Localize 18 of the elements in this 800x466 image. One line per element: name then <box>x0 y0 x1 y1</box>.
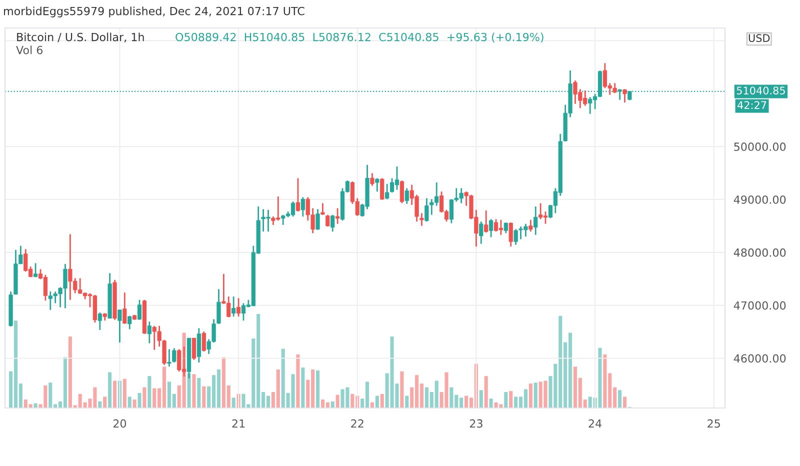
text: USD <box>748 34 770 42</box>
chart-subtitle: O50889.42 H51040.85 L50876.12 C51040.85 +95.63 (+0.19%) <box>176 32 544 43</box>
x-tick-label: 25 <box>708 419 720 428</box>
y-tick-label: 48000.00 <box>734 248 786 257</box>
x-tick-label: 23 <box>470 419 482 428</box>
y-tick-label: 50000.00 <box>734 142 786 151</box>
x-tick-label: 20 <box>113 419 126 428</box>
x-tick-label: 24 <box>588 419 602 428</box>
y-tick-label: 49000.00 <box>734 195 786 204</box>
y-tick-label: 47000.00 <box>734 301 786 310</box>
ref-line-label: 51040.85 <box>736 86 785 94</box>
text: 42:27 <box>738 101 766 109</box>
x-tick-label: 21 <box>232 419 245 428</box>
y-tick-label: 46000.00 <box>734 354 786 363</box>
x-tick-label: 22 <box>351 419 364 428</box>
chart-title: Bitcoin / U.S. Dollar, 1h <box>17 32 144 42</box>
text: morbidEggs55979 published, Dec 24, 2021 07:17 UTC <box>4 6 304 18</box>
chart-title: Vol 6 <box>16 46 43 54</box>
